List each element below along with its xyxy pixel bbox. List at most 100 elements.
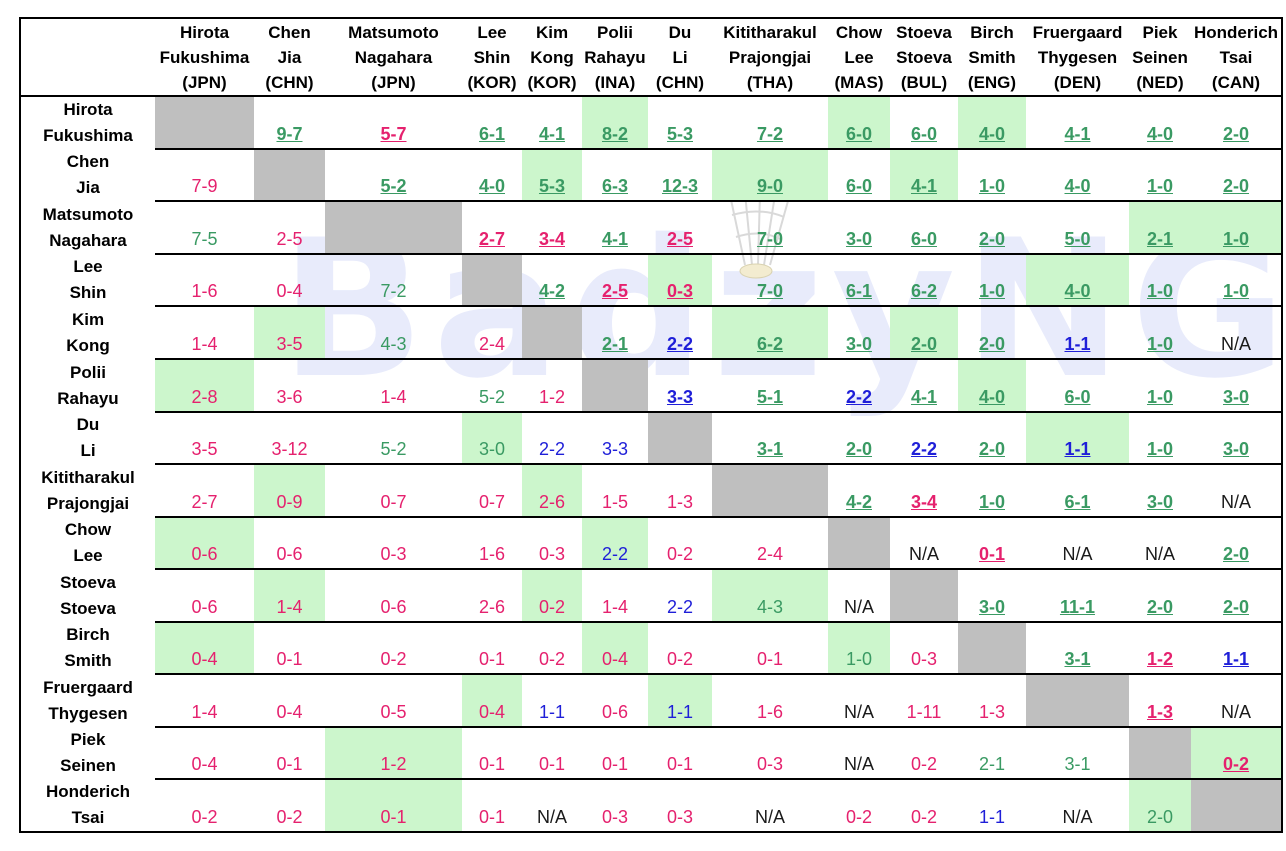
score-cell: 1-1 — [648, 673, 712, 727]
score-value: 0-2 — [276, 806, 303, 827]
score-value: 0-6 — [276, 544, 303, 564]
score-value: 5-2 — [478, 386, 505, 407]
score-value: 0-1 — [478, 754, 505, 774]
column-header: Chow Lee (MAS) — [828, 18, 890, 97]
row-header-first: Kim — [71, 309, 105, 329]
score-value: 1-0 — [978, 491, 1005, 512]
header-row: Hirota Fukushima (JPN) Chen Jia (CHN) Matsumot… — [20, 18, 1282, 97]
score-cell: 1-0 — [1129, 305, 1191, 359]
score-value: 0-4 — [276, 281, 303, 301]
score-value: 0-7 — [478, 491, 505, 512]
self-cell — [254, 148, 325, 201]
score-cell: 0-1 — [462, 726, 522, 779]
row-header: Kim Kong — [20, 306, 155, 359]
score-cell: 0-2 — [254, 778, 325, 832]
score-cell: 1-1 — [522, 673, 582, 727]
score-cell: 0-4 — [155, 621, 254, 674]
score-value: N/A — [1062, 544, 1093, 564]
score-value: 3-0 — [845, 333, 872, 354]
score-value: 5-0 — [1064, 228, 1091, 249]
score-value: 4-0 — [1146, 123, 1173, 144]
score-value: 1-1 — [538, 701, 565, 722]
score-value: 0-2 — [845, 806, 872, 827]
row-header-last: Stoeva — [60, 598, 116, 618]
score-cell: 2-0 — [958, 305, 1026, 359]
score-cell: 0-1 — [254, 621, 325, 674]
score-cell: 0-3 — [890, 621, 958, 674]
score-cell: 0-1 — [582, 726, 648, 779]
score-cell: 7-0 — [712, 253, 828, 306]
score-cell: 2-0 — [1129, 778, 1191, 832]
score-cell: 0-7 — [462, 463, 522, 517]
score-value: 3-0 — [845, 228, 872, 249]
score-value: 7-0 — [756, 281, 783, 301]
score-cell: 1-0 — [958, 148, 1026, 201]
score-value: 2-8 — [191, 386, 218, 407]
score-value: 3-6 — [276, 386, 303, 407]
score-value: N/A — [536, 806, 567, 827]
score-cell: 6-1 — [1026, 463, 1129, 517]
score-cell: 0-1 — [462, 778, 522, 832]
row-header-first: Du — [76, 415, 100, 434]
row-header-last: Lee — [73, 546, 103, 565]
score-cell: N/A — [1026, 516, 1129, 569]
score-cell: 1-6 — [712, 673, 828, 727]
score-value: N/A — [1144, 544, 1175, 564]
score-value: 3-0 — [1222, 439, 1249, 459]
self-cell — [958, 621, 1026, 674]
row-header: Fruergaard Thygesen — [20, 674, 155, 727]
score-value: 3-4 — [538, 228, 565, 249]
self-cell — [890, 568, 958, 622]
score-value: 3-0 — [1146, 491, 1173, 512]
row-header-first: Hirota — [63, 100, 113, 119]
score-value: 0-1 — [538, 754, 565, 774]
score-value: 6-1 — [1064, 491, 1091, 512]
score-cell: 2-0 — [1191, 148, 1282, 201]
score-cell: 5-2 — [325, 148, 462, 201]
score-cell: N/A — [828, 568, 890, 622]
score-cell: 0-4 — [254, 673, 325, 727]
score-value: 5-2 — [380, 176, 407, 196]
score-cell: 4-0 — [1026, 148, 1129, 201]
score-cell: 6-2 — [712, 305, 828, 359]
score-cell: 0-3 — [522, 516, 582, 569]
score-value: N/A — [843, 754, 874, 774]
score-cell: 1-4 — [325, 358, 462, 412]
score-cell: 2-7 — [462, 200, 522, 254]
row-header: Matsumoto Nagahara — [20, 201, 155, 254]
column-header-code: (KOR) — [467, 72, 517, 92]
score-cell: 0-6 — [155, 516, 254, 569]
score-cell: 0-2 — [890, 778, 958, 832]
score-value: 4-1 — [1064, 123, 1091, 144]
score-value: 0-3 — [538, 544, 565, 564]
score-cell: 5-7 — [325, 95, 462, 149]
column-header-first: Chow — [835, 22, 883, 42]
score-cell: 3-5 — [155, 411, 254, 464]
score-value: 3-0 — [1222, 386, 1249, 407]
score-cell: 4-1 — [890, 358, 958, 412]
score-value: 6-0 — [910, 228, 937, 249]
score-cell: 3-1 — [1026, 726, 1129, 779]
row-header-first: Piek — [70, 730, 106, 749]
row-header-first: Birch — [66, 625, 110, 644]
column-header-first: Birch — [970, 22, 1014, 42]
table-row: Chow Lee 0-6 0-6 0-3 1-6 0-3 2-2 0-2 2-4 N/A 0-1 N/A… — [20, 516, 1282, 569]
row-header-last: Kong — [66, 335, 110, 355]
score-cell: 8-2 — [582, 95, 648, 149]
score-cell: 9-7 — [254, 95, 325, 149]
score-value: 0-1 — [276, 649, 303, 669]
score-cell: 4-3 — [712, 568, 828, 622]
score-value: 2-1 — [601, 333, 628, 354]
score-cell: 4-1 — [890, 148, 958, 201]
row-header-last: Nagahara — [49, 230, 127, 250]
column-header-first: Kititharakul — [723, 22, 817, 42]
row-header-last: Fukushima — [43, 126, 133, 145]
score-cell: 11-1 — [1026, 568, 1129, 622]
score-cell: 7-2 — [325, 253, 462, 306]
column-header-first: Chen — [268, 22, 311, 42]
column-header-code: (THA) — [746, 72, 794, 92]
column-header: Fruergaard Thygesen (DEN) — [1026, 18, 1129, 97]
column-header-first: Lee — [477, 22, 507, 42]
score-value: 1-3 — [1146, 701, 1173, 722]
score-cell: 4-3 — [325, 305, 462, 359]
